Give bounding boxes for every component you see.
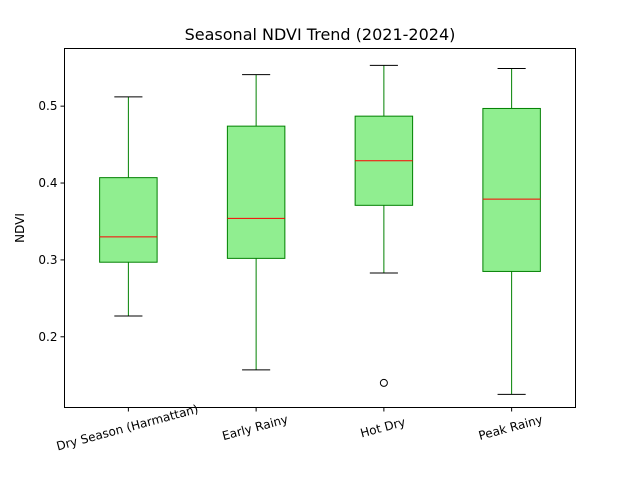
y-tick-label: 0.5: [38, 99, 57, 113]
box-outlier: [379, 378, 388, 387]
box-iqr: [226, 125, 286, 259]
y-tick-label: 0.3: [38, 253, 57, 267]
box-iqr: [99, 177, 158, 263]
x-tick-label: Dry Season (Harmattan): [55, 402, 200, 453]
y-tick-label: 0.2: [38, 330, 57, 344]
x-tick-label: Hot Dry: [359, 415, 407, 440]
y-tick-label: 0.4: [38, 176, 57, 190]
x-tick-label: Early Rainy: [221, 412, 290, 443]
plot-area-frame: [64, 48, 576, 408]
chart-title: Seasonal NDVI Trend (2021-2024): [185, 25, 456, 44]
y-axis-label: NDVI: [13, 213, 27, 243]
x-tick-label: Peak Rainy: [477, 412, 544, 443]
chart-marks: 0.2 0.3 0.4 0.5 Dry Season (Harmattan) Early …: [38, 64, 544, 453]
box-iqr: [482, 107, 541, 272]
